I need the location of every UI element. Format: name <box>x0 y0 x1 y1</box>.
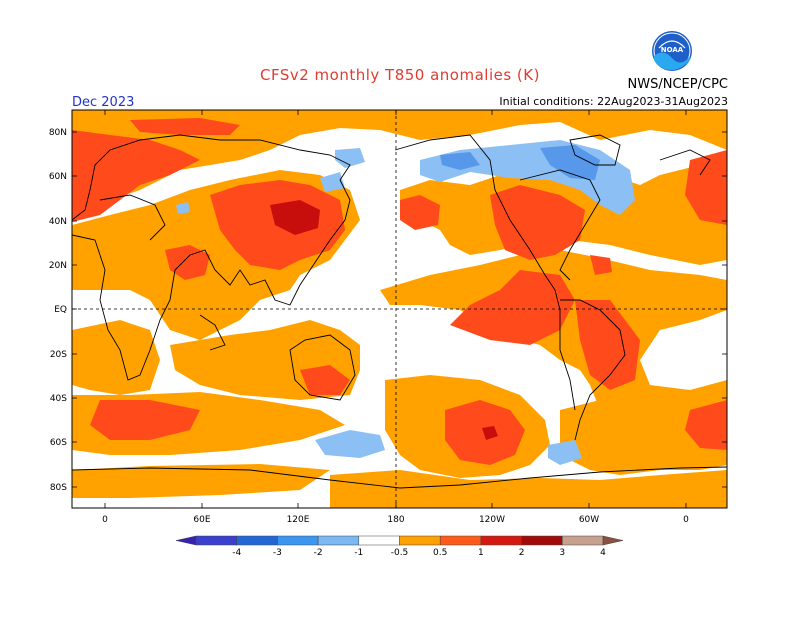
lat-label: 40S <box>50 394 67 404</box>
anomaly-field <box>72 110 727 508</box>
longitude-axis: 0 60E 120E 180 120W 60W 0 <box>102 110 689 525</box>
lon-label: 60E <box>193 515 210 525</box>
colorbar-label: 2 <box>519 548 525 558</box>
colorbar-segment <box>439 535 482 546</box>
anomaly-blue-regions <box>440 145 600 180</box>
colorbar-segment <box>195 535 237 546</box>
lon-label: 60W <box>579 515 599 525</box>
lon-label: 120W <box>479 515 505 525</box>
colorbar-right-arrow <box>602 535 624 546</box>
lat-label: 80N <box>49 128 67 138</box>
lat-label: 80S <box>50 483 67 493</box>
noaa-logo-text: NOAA <box>661 46 684 54</box>
lon-label: 120E <box>287 515 310 525</box>
colorbar-segment <box>277 535 319 546</box>
colorbar-label: 0.5 <box>433 548 447 558</box>
colorbar-label: 3 <box>559 548 565 558</box>
initial-conditions: Initial conditions: 22Aug2023-31Aug2023 <box>499 95 728 108</box>
forecast-month: Dec 2023 <box>72 95 135 110</box>
colorbar-segment <box>562 535 604 546</box>
colorbar-segment <box>236 535 278 546</box>
colorbar-segment <box>480 535 522 546</box>
lon-label: 0 <box>683 515 689 525</box>
coastlines <box>72 134 727 489</box>
lat-label: 40N <box>49 217 67 227</box>
lat-label: 20S <box>50 350 67 360</box>
latitude-axis: 80N 60N 40N 20N EQ 20S 40S 60S 80S <box>49 128 727 493</box>
colorbar-segment <box>317 535 360 546</box>
colorbar-segment <box>358 535 400 546</box>
anomaly-darkred-regions <box>270 200 498 440</box>
colorbar-label: -2 <box>314 548 323 558</box>
lat-label: 20N <box>49 261 67 271</box>
lat-label: 60S <box>50 438 67 448</box>
lat-label: 60N <box>49 172 67 182</box>
colorbar-segment <box>521 535 563 546</box>
lon-label: 180 <box>387 515 404 525</box>
noaa-logo: NOAA <box>651 30 693 72</box>
colorbar-label: -4 <box>232 548 241 558</box>
agency-label: NWS/NCEP/CPC <box>627 77 728 92</box>
colorbar-label: -1 <box>354 548 363 558</box>
colorbar: -4 -3 -2 -1 -0.5 0.5 1 2 3 4 <box>175 535 624 558</box>
lat-label: EQ <box>54 305 67 315</box>
colorbar-segment <box>399 535 441 546</box>
colorbar-label: -3 <box>273 548 282 558</box>
colorbar-label: 4 <box>600 548 606 558</box>
lon-label: 0 <box>102 515 108 525</box>
colorbar-left-arrow <box>175 535 197 546</box>
figure-title: CFSv2 monthly T850 anomalies (K) <box>260 66 540 84</box>
colorbar-label: 1 <box>478 548 484 558</box>
colorbar-label: -0.5 <box>391 548 409 558</box>
